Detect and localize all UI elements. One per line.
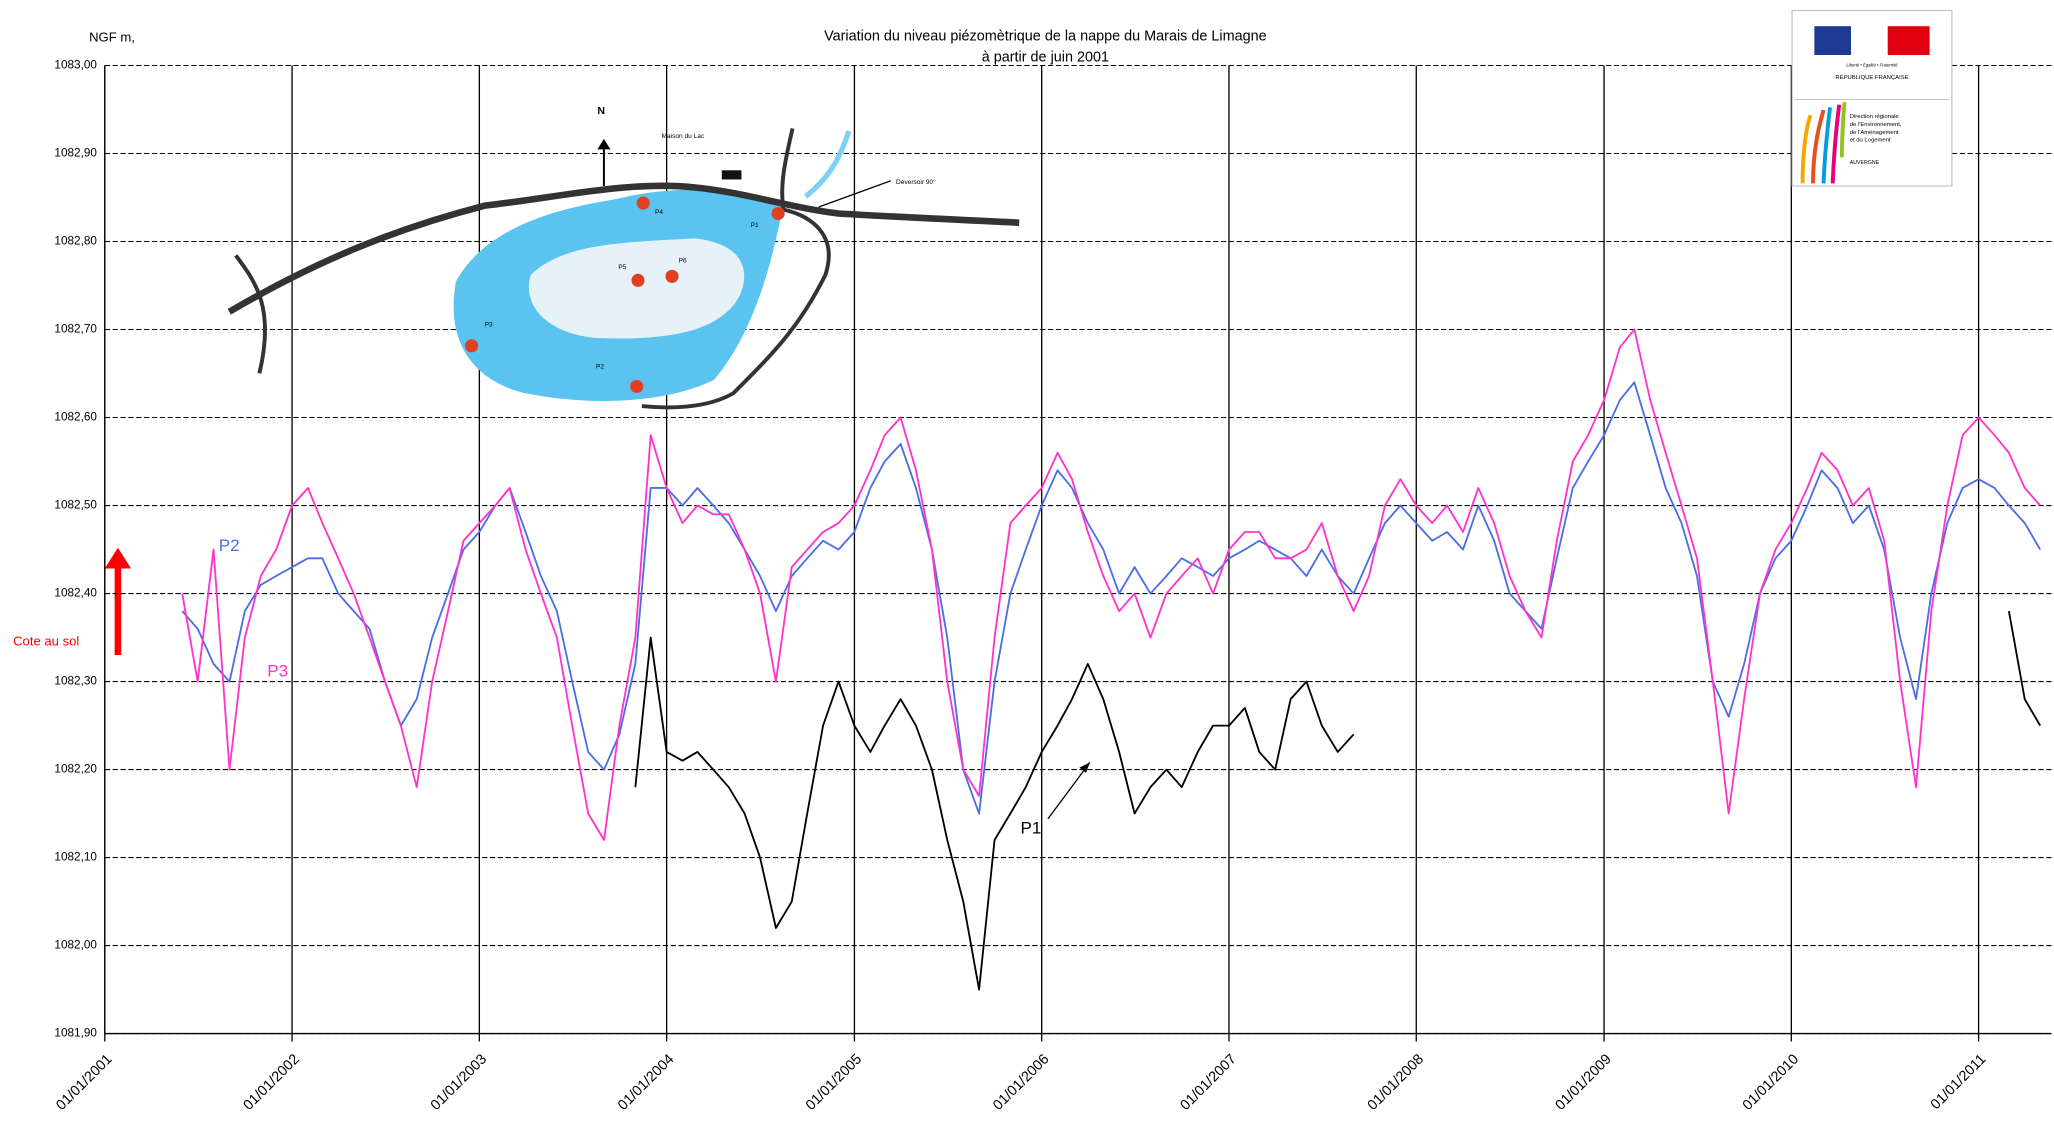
flag-white <box>1851 26 1888 56</box>
y-tick-label: 1083,00 <box>54 59 97 72</box>
y-tick-label: 1082,40 <box>54 587 97 600</box>
logo-stroke <box>1811 109 1826 184</box>
x-tick-label: 01/01/2005 <box>803 1051 865 1113</box>
series-label-p3: P3 <box>267 662 288 681</box>
road <box>227 182 1020 315</box>
p1-pointer-head <box>1079 762 1090 773</box>
ground-marker: Cote au sol <box>13 547 131 655</box>
y-axis-label: NGF m, <box>89 29 135 44</box>
y-tick-label: 1082,90 <box>54 147 97 160</box>
logo: Liberté • Égalité • Fraternité RÉPUBLIQU… <box>1791 9 1953 187</box>
north-arrow-head <box>597 138 611 150</box>
well-point <box>630 379 644 393</box>
y-tick-label: 1082,70 <box>54 323 97 336</box>
logo-direction: et du Logement <box>1850 138 1891 144</box>
flag-blue <box>1814 26 1852 56</box>
stream <box>804 130 852 199</box>
x-tick-label: 01/01/2009 <box>1553 1051 1615 1113</box>
x-tick-label: 01/01/2003 <box>428 1051 490 1113</box>
y-tick-label: 1082,50 <box>54 499 97 512</box>
road <box>234 254 268 374</box>
series-line <box>181 381 2041 815</box>
y-tick-label: 1081,90 <box>54 1027 97 1040</box>
x-tick-label: 01/01/2001 <box>53 1051 115 1113</box>
logo-motto: Liberté • Égalité • Fraternité <box>1846 63 1898 68</box>
logo-direction: de l'Environnement, <box>1850 122 1902 128</box>
well-point <box>771 206 785 221</box>
chart-title: Variation du niveau piézomètrique de la … <box>824 28 1267 44</box>
series-label-p2: P2 <box>219 536 240 555</box>
x-tick-label: 01/01/2010 <box>1740 1051 1802 1113</box>
flag-red <box>1887 26 1930 56</box>
map-point-label: P2 <box>596 364 604 371</box>
map-weir: Déversoir 90° <box>896 178 936 186</box>
logo-direction: Direction régionale <box>1850 114 1899 120</box>
logo-stroke <box>1800 114 1813 184</box>
x-tick-label: 01/01/2008 <box>1365 1051 1427 1113</box>
road <box>641 127 831 410</box>
map-point-label: P6 <box>679 257 687 264</box>
logo-direction: de l'Aménagement <box>1850 130 1899 136</box>
house <box>721 170 742 180</box>
well-point <box>636 196 650 210</box>
logo-stroke <box>1830 104 1842 184</box>
series-line <box>634 610 2041 991</box>
weir-pointer <box>818 180 892 208</box>
map-point-label: P4 <box>655 209 663 216</box>
map-point-label: P1 <box>751 222 759 229</box>
y-tick-label: 1082,00 <box>54 939 97 952</box>
y-tick-label: 1082,80 <box>54 235 97 248</box>
logo-republic: RÉPUBLIQUE FRANÇAISE <box>1835 74 1908 81</box>
x-tick-label: 01/01/2007 <box>1177 1051 1239 1113</box>
well-point <box>665 269 679 283</box>
logo-stroke <box>1839 102 1847 158</box>
map-point-label: P5 <box>618 264 626 271</box>
y-tick-label: 1082,30 <box>54 675 97 688</box>
site-map: N Maison du Lac Déversoir 90° P1 P2 P3 P… <box>227 106 1020 410</box>
map-house: Maison du Lac <box>662 133 705 140</box>
x-tick-label: 01/01/2006 <box>990 1051 1052 1113</box>
x-tick-label: 01/01/2004 <box>615 1051 677 1113</box>
well-point <box>465 339 479 353</box>
map-north: N <box>597 106 605 117</box>
map-point-label: P3 <box>485 322 493 329</box>
logo-region: AUVERGNE <box>1850 160 1880 166</box>
series-label-p1: P1 <box>1020 819 1041 838</box>
series-line <box>181 328 2041 841</box>
y-tick-label: 1082,10 <box>54 851 97 864</box>
x-tick-label: 01/01/2011 <box>1928 1051 1990 1113</box>
marsh <box>528 238 745 339</box>
logo-stroke <box>1821 107 1833 184</box>
x-tick-label: 01/01/2002 <box>241 1051 303 1113</box>
y-tick-label: 1082,20 <box>54 763 97 776</box>
p1-pointer <box>1047 762 1091 820</box>
ground-label: Cote au sol <box>13 633 79 648</box>
ground-arrow-head <box>104 547 131 569</box>
y-tick-label: 1082,60 <box>54 411 97 424</box>
well-point <box>631 273 645 287</box>
chart-subtitle: à partir de juin 2001 <box>982 49 1109 65</box>
